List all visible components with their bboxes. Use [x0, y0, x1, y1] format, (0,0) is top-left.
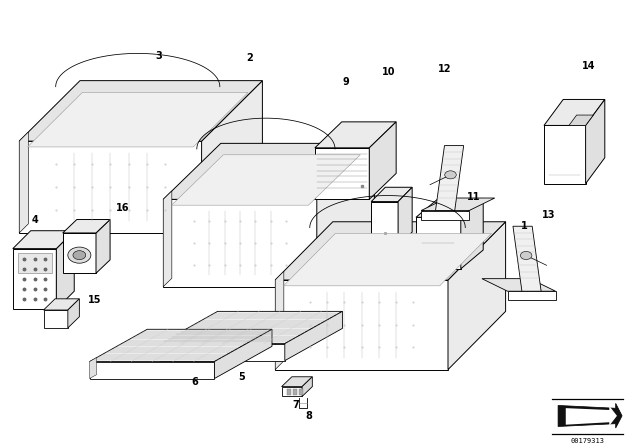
- Polygon shape: [421, 211, 469, 220]
- Polygon shape: [28, 93, 248, 147]
- Polygon shape: [586, 99, 605, 184]
- Text: 10: 10: [382, 67, 396, 77]
- Polygon shape: [44, 299, 79, 310]
- Circle shape: [73, 251, 86, 260]
- Polygon shape: [96, 220, 110, 273]
- Polygon shape: [90, 329, 272, 362]
- Polygon shape: [558, 403, 622, 428]
- Text: 9: 9: [342, 77, 349, 86]
- Circle shape: [445, 171, 456, 179]
- Polygon shape: [19, 132, 28, 233]
- Polygon shape: [214, 329, 272, 379]
- Polygon shape: [90, 358, 97, 379]
- Polygon shape: [513, 226, 541, 291]
- Bar: [299, 389, 303, 395]
- Polygon shape: [461, 198, 483, 269]
- Polygon shape: [275, 271, 284, 370]
- Polygon shape: [435, 146, 463, 211]
- Text: 2: 2: [246, 53, 253, 63]
- Bar: [287, 389, 291, 395]
- Polygon shape: [68, 299, 79, 328]
- Polygon shape: [160, 344, 285, 361]
- Polygon shape: [285, 311, 342, 361]
- Polygon shape: [282, 377, 312, 387]
- Bar: [293, 389, 297, 395]
- Polygon shape: [315, 122, 396, 148]
- Polygon shape: [398, 187, 412, 246]
- Polygon shape: [160, 340, 167, 361]
- Polygon shape: [13, 231, 74, 249]
- Text: 00179313: 00179313: [570, 438, 605, 444]
- Polygon shape: [56, 231, 74, 309]
- Polygon shape: [416, 198, 483, 217]
- Polygon shape: [44, 310, 68, 328]
- Polygon shape: [508, 291, 556, 300]
- Polygon shape: [18, 253, 52, 273]
- Polygon shape: [160, 311, 342, 344]
- Circle shape: [68, 247, 91, 263]
- Polygon shape: [448, 222, 506, 370]
- Polygon shape: [163, 191, 172, 287]
- Polygon shape: [163, 199, 317, 287]
- Polygon shape: [315, 148, 369, 199]
- Polygon shape: [90, 362, 214, 379]
- Polygon shape: [282, 387, 302, 396]
- Text: 15: 15: [88, 295, 102, 305]
- Text: 16: 16: [116, 203, 130, 213]
- Text: 4: 4: [32, 215, 38, 224]
- Text: 12: 12: [438, 65, 452, 74]
- Polygon shape: [19, 81, 262, 141]
- Polygon shape: [569, 115, 593, 125]
- Text: 1: 1: [522, 221, 528, 231]
- Polygon shape: [19, 141, 202, 233]
- Text: 3: 3: [156, 51, 162, 61]
- Text: 7: 7: [292, 401, 299, 410]
- Polygon shape: [566, 406, 617, 426]
- Text: 8: 8: [305, 411, 312, 421]
- Polygon shape: [482, 279, 556, 291]
- Polygon shape: [302, 377, 312, 396]
- Polygon shape: [421, 198, 495, 211]
- Text: 14: 14: [582, 61, 596, 71]
- Polygon shape: [544, 125, 586, 184]
- Text: 5: 5: [239, 372, 245, 382]
- Text: 6: 6: [192, 377, 198, 387]
- Polygon shape: [163, 143, 374, 199]
- Polygon shape: [13, 249, 56, 309]
- Polygon shape: [317, 143, 374, 287]
- Polygon shape: [202, 81, 262, 233]
- Polygon shape: [63, 220, 110, 233]
- Circle shape: [520, 251, 532, 259]
- Polygon shape: [544, 99, 605, 125]
- Polygon shape: [371, 202, 398, 246]
- Text: 13: 13: [542, 210, 556, 220]
- Polygon shape: [371, 187, 412, 202]
- Polygon shape: [172, 155, 360, 205]
- Text: 11: 11: [467, 192, 481, 202]
- Polygon shape: [284, 233, 492, 286]
- Polygon shape: [275, 222, 506, 280]
- Polygon shape: [416, 217, 461, 269]
- Polygon shape: [63, 233, 96, 273]
- Polygon shape: [369, 122, 396, 199]
- Polygon shape: [275, 280, 448, 370]
